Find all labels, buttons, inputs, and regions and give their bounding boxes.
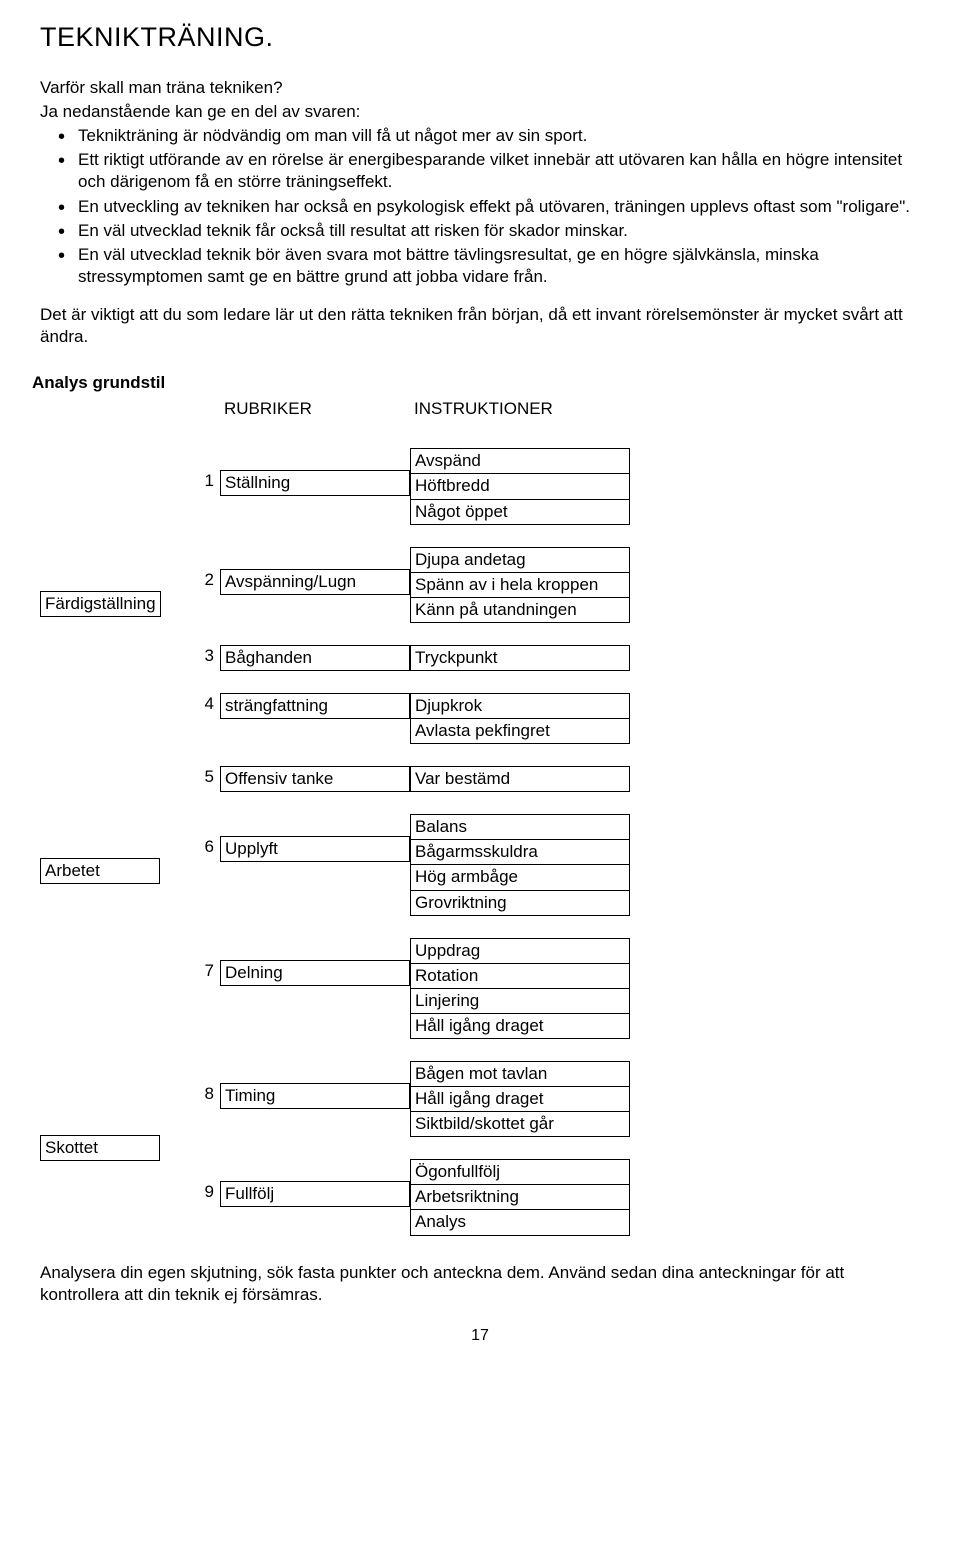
rubrik-cell: strängfattning	[220, 693, 410, 719]
instruction-cell: Djupkrok	[410, 693, 630, 719]
instruction-cell: Siktbild/skottet går	[410, 1112, 630, 1137]
table-row: 9FullföljÖgonfullföljArbetsriktningAnaly…	[190, 1159, 630, 1235]
table-row: 1StällningAvspändHöftbreddNågot öppet	[190, 448, 630, 524]
col-header-instruktioner: INSTRUKTIONER	[410, 398, 630, 420]
phase-cell: Färdigställning	[40, 591, 161, 617]
rubrik-cell: Båghanden	[220, 645, 410, 671]
row-number: 7	[190, 938, 220, 982]
page-title: TEKNIKTRÄNING.	[40, 20, 920, 55]
row-number: 6	[190, 814, 220, 858]
instruction-cell: Känn på utandningen	[410, 598, 630, 623]
rubrik-cell: Fullfölj	[220, 1181, 410, 1207]
instruction-cell: Spänn av i hela kroppen	[410, 573, 630, 598]
bullet-item: En utveckling av tekniken har också en p…	[78, 196, 920, 218]
footer-paragraph: Analysera din egen skjutning, sök fasta …	[40, 1262, 920, 1306]
instruction-cell: Bågen mot tavlan	[410, 1061, 630, 1087]
instruction-cell: Arbetsriktning	[410, 1185, 630, 1210]
row-number: 2	[190, 547, 220, 591]
rubrik-cell: Ställning	[220, 470, 410, 496]
instruction-cell: Håll igång draget	[410, 1014, 630, 1039]
rubrik-cell: Avspänning/Lugn	[220, 569, 410, 595]
instruction-cell: Analys	[410, 1210, 630, 1235]
table-row: 4strängfattningDjupkrokAvlasta pekfingre…	[190, 693, 630, 744]
instruction-cell: Rotation	[410, 964, 630, 989]
instruction-cell: Höftbredd	[410, 474, 630, 499]
instruction-cell: Hög armbåge	[410, 865, 630, 890]
row-number: 5	[190, 766, 220, 788]
table-header-row: RUBRIKER INSTRUKTIONER	[40, 398, 920, 420]
instruction-cell: Djupa andetag	[410, 547, 630, 573]
bullet-list: Teknikträning är nödvändig om man vill f…	[40, 125, 920, 288]
table-row: 2Avspänning/LugnDjupa andetagSpänn av i …	[190, 547, 630, 623]
phase-cell: Skottet	[40, 1135, 160, 1161]
row-number: 9	[190, 1159, 220, 1203]
table-row: 8TimingBågen mot tavlanHåll igång draget…	[190, 1061, 630, 1137]
rubrik-cell: Offensiv tanke	[220, 766, 410, 792]
instruction-cell: Ögonfullfölj	[410, 1159, 630, 1185]
row-number: 4	[190, 693, 220, 715]
rubrik-cell: Timing	[220, 1083, 410, 1109]
instruction-cell: Något öppet	[410, 500, 630, 525]
instruction-cell: Tryckpunkt	[410, 645, 630, 671]
followup-paragraph: Det är viktigt att du som ledare lär ut …	[40, 304, 920, 348]
bullet-item: Ett riktigt utförande av en rörelse är e…	[78, 149, 920, 193]
table-row: 3BåghandenTryckpunkt	[190, 645, 630, 671]
instruction-cell: Bågarmsskuldra	[410, 840, 630, 865]
instruction-cell: Grovriktning	[410, 891, 630, 916]
instruction-cell: Linjering	[410, 989, 630, 1014]
table-row: 7DelningUppdragRotationLinjeringHåll igå…	[190, 938, 630, 1039]
instruction-cell: Avspänd	[410, 448, 630, 474]
analys-table: 1StällningAvspändHöftbreddNågot öppet Fär…	[40, 448, 920, 1235]
table-row: 6UpplyftBalansBågarmsskuldraHög armbågeG…	[190, 814, 630, 915]
intro-question: Varför skall man träna tekniken?	[40, 77, 920, 99]
intro-answer: Ja nedanstående kan ge en del av svaren:	[40, 101, 920, 123]
instruction-cell: Håll igång draget	[410, 1087, 630, 1112]
bullet-item: Teknikträning är nödvändig om man vill f…	[78, 125, 920, 147]
row-number: 3	[190, 645, 220, 667]
row-number: 8	[190, 1061, 220, 1105]
col-header-rubriker: RUBRIKER	[220, 398, 410, 420]
phase-cell: Arbetet	[40, 858, 160, 884]
page-number: 17	[40, 1326, 920, 1347]
rubrik-cell: Upplyft	[220, 836, 410, 862]
instruction-cell: Avlasta pekfingret	[410, 719, 630, 744]
instruction-cell: Var bestämd	[410, 766, 630, 792]
instruction-cell: Uppdrag	[410, 938, 630, 964]
rubrik-cell: Delning	[220, 960, 410, 986]
table-row: 5Offensiv tankeVar bestämd	[190, 766, 630, 792]
instruction-cell: Balans	[410, 814, 630, 840]
bullet-item: En väl utvecklad teknik bör även svara m…	[78, 244, 920, 288]
analys-heading: Analys grundstil	[32, 372, 920, 394]
bullet-item: En väl utvecklad teknik får också till r…	[78, 220, 920, 242]
row-number: 1	[190, 448, 220, 492]
